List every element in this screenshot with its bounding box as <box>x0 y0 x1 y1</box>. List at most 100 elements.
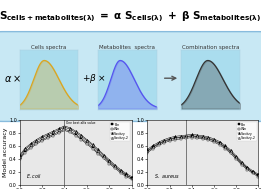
Bin <box>229 151 232 153</box>
Bin <box>91 146 94 149</box>
Win <box>179 138 182 140</box>
Savitzy-2 <box>80 135 83 137</box>
Savitzy <box>190 133 193 136</box>
Bin <box>102 156 105 158</box>
Bin <box>240 163 243 165</box>
Line: Bin: Bin <box>19 128 133 179</box>
Bin <box>235 157 238 159</box>
Bin <box>185 136 188 138</box>
Line: Savitzy: Savitzy <box>19 125 133 178</box>
Bin <box>218 142 221 145</box>
Savitzy <box>201 135 204 137</box>
Win <box>91 148 94 150</box>
Bin <box>97 152 100 154</box>
Title: Metabolites  spectra: Metabolites spectra <box>99 45 155 50</box>
Savitzy <box>119 168 122 171</box>
Savitzy-2 <box>91 144 94 147</box>
Line: Savitzy-2: Savitzy-2 <box>19 126 133 179</box>
Savitzy-2 <box>240 162 243 164</box>
Text: $\it{E.coli}$: $\it{E.coli}$ <box>26 172 42 180</box>
Y-axis label: Model accuracy: Model accuracy <box>3 128 8 177</box>
Win <box>40 140 44 142</box>
Bin <box>201 136 204 139</box>
Win <box>196 137 199 139</box>
Savitzy-2 <box>201 136 204 138</box>
Bin <box>130 177 133 179</box>
Savitzy-2 <box>251 171 254 173</box>
Savitzy <box>218 140 221 143</box>
Line: Savitzy: Savitzy <box>146 133 259 175</box>
Savitzy <box>46 132 49 135</box>
Savitzy <box>68 127 72 129</box>
Savitzy-2 <box>190 135 193 137</box>
Bin <box>63 128 66 130</box>
Bin <box>57 131 60 133</box>
Bin <box>68 130 72 132</box>
Win <box>185 137 188 139</box>
Savitzy <box>185 134 188 136</box>
Savitzy <box>108 159 111 161</box>
Savitzy-2 <box>113 165 116 167</box>
Savitzy-2 <box>223 146 227 148</box>
Savitzy <box>157 141 160 143</box>
Title: Cells spectra: Cells spectra <box>31 45 67 50</box>
Savitzy <box>113 164 116 166</box>
Savitzy-2 <box>125 174 128 176</box>
Win <box>63 129 66 132</box>
Line: Savitzy-2: Savitzy-2 <box>146 135 259 177</box>
Bin <box>251 171 254 173</box>
Bin <box>151 146 155 149</box>
Savitzy <box>74 130 77 132</box>
Savitzy-2 <box>29 144 32 146</box>
Bin <box>190 135 193 137</box>
Text: $+\beta\times$: $+\beta\times$ <box>82 72 105 85</box>
Savitzy <box>235 155 238 157</box>
Win <box>207 139 210 141</box>
Savitzy <box>207 136 210 138</box>
Savitzy-2 <box>163 140 166 142</box>
Savitzy <box>35 138 38 141</box>
Bin <box>46 136 49 138</box>
Savitzy-2 <box>174 136 177 139</box>
Bin <box>108 161 111 163</box>
Savitzy <box>174 135 177 137</box>
Win <box>125 176 128 178</box>
Text: $\alpha\times$: $\alpha\times$ <box>4 73 21 84</box>
Win <box>85 143 88 145</box>
Bin <box>196 136 199 138</box>
Savitzy-2 <box>207 137 210 139</box>
Bin <box>168 138 171 141</box>
Savitzy-2 <box>146 149 149 152</box>
Savitzy <box>29 142 32 145</box>
Bin <box>212 140 216 142</box>
Bin <box>29 146 32 148</box>
Savitzy-2 <box>85 140 88 142</box>
Savitzy <box>179 135 182 137</box>
Savitzy <box>223 144 227 147</box>
Win <box>174 138 177 141</box>
Bin <box>163 140 166 143</box>
Savitzy-2 <box>218 142 221 144</box>
Savitzy-2 <box>185 135 188 137</box>
Win <box>29 147 32 149</box>
Savitzy-2 <box>179 136 182 138</box>
Bin <box>74 133 77 136</box>
Text: One best alfa value: One best alfa value <box>66 121 95 125</box>
Bin <box>125 174 128 177</box>
Savitzy <box>91 143 94 145</box>
Bin <box>18 157 21 159</box>
Win <box>157 144 160 147</box>
Savitzy <box>130 176 133 178</box>
Savitzy <box>163 138 166 141</box>
Bin <box>207 138 210 140</box>
Line: Win: Win <box>146 136 259 178</box>
Savitzy <box>85 138 88 141</box>
Savitzy-2 <box>57 129 60 131</box>
Text: $\it{S.\ aureus}$: $\it{S.\ aureus}$ <box>154 172 180 180</box>
Win <box>18 158 21 160</box>
Savitzy <box>151 144 155 147</box>
Bin <box>113 166 116 168</box>
Win <box>257 176 260 178</box>
Savitzy-2 <box>196 135 199 137</box>
Savitzy-2 <box>130 177 133 179</box>
